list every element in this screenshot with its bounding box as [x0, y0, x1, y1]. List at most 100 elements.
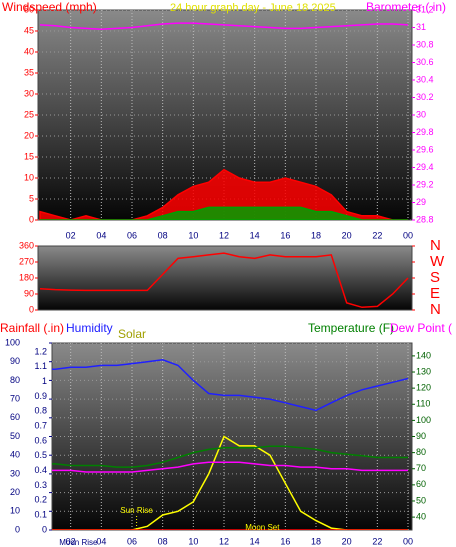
y3-tick-label: 1 [42, 376, 47, 386]
y2-tick-label: 60 [416, 479, 426, 489]
x-tick-label: 00 [403, 230, 413, 240]
x-tick-label: 12 [219, 230, 229, 240]
y-tick-label: 90 [10, 356, 20, 366]
y2-tick-label: 30.8 [416, 39, 434, 49]
x-tick-label: 22 [372, 230, 382, 240]
x-tick-label: 04 [96, 230, 106, 240]
x-tick-label: 00 [403, 536, 413, 546]
x-tick-label: 10 [188, 536, 198, 546]
y2-tick-label: 31.2 [416, 4, 434, 14]
x-tick-label: 12 [219, 536, 229, 546]
x-tick-label: 18 [311, 536, 321, 546]
x-tick-label: 20 [342, 230, 352, 240]
y2-tick-label: 130 [416, 366, 431, 376]
x-tick-label: 04 [96, 536, 106, 546]
y2-tick-label: N [430, 237, 441, 254]
y2-tick-label: 31 [416, 22, 426, 32]
x-tick-label: 06 [127, 536, 137, 546]
x-tick-label: 02 [66, 230, 76, 240]
x-tick-label: 18 [311, 230, 321, 240]
y3-tick-label: 1.2 [34, 346, 47, 356]
plot-layer [38, 10, 412, 220]
y3-tick-label: 1.1 [34, 361, 47, 371]
series-line [39, 252, 409, 309]
y2-tick-label: 29.4 [416, 162, 434, 172]
y-tick-label: 10 [10, 506, 20, 516]
y-tick-label: 60 [10, 412, 20, 422]
x-tick-label: 22 [372, 536, 382, 546]
y-tick-label: 50 [10, 431, 20, 441]
series-line [39, 168, 408, 220]
y2-tick-label: 100 [416, 415, 431, 425]
y2-tick-label: 30.2 [416, 92, 434, 102]
x-tick-label: 08 [158, 536, 168, 546]
y-axis-title: Windspeed (mph) [2, 0, 97, 14]
y2-tick-label: 120 [416, 383, 431, 393]
y2-tick-label: 29.2 [416, 179, 434, 189]
y-tick-label: 15 [24, 151, 34, 161]
series-line [52, 461, 408, 473]
y3-tick-label: 0.5 [34, 450, 47, 460]
y-tick-label: 90 [24, 288, 34, 298]
y2-axis-title: Temperature (F) [308, 321, 394, 335]
y3-tick-label: 0 [42, 524, 47, 534]
y3-tick-label: 0.2 [34, 495, 47, 505]
y-tick-label: 20 [24, 130, 34, 140]
y-tick-label: 80 [10, 375, 20, 385]
y-tick-label: 70 [10, 393, 20, 403]
y-tick-label: 30 [10, 468, 20, 478]
x-tick-label: 20 [342, 536, 352, 546]
y2-tick-label: 140 [416, 350, 431, 360]
y2-tick-label: W [430, 253, 445, 270]
y2-tick-label: E [430, 285, 440, 302]
y-tick-label: 20 [10, 487, 20, 497]
series-line [52, 435, 408, 530]
y3-tick-label: 0.3 [34, 480, 47, 490]
y-tick-label: 360 [19, 240, 34, 250]
y-tick-label: 10 [24, 172, 34, 182]
annotation: Moon Rise [59, 538, 98, 547]
x-tick-label: 16 [280, 230, 290, 240]
y2-tick-label: 28.8 [416, 214, 434, 224]
y2-tick-label: 29.6 [416, 144, 434, 154]
y3-tick-label: 0.8 [34, 406, 47, 416]
y-tick-label: 100 [5, 337, 20, 347]
y-tick-label: 0 [29, 304, 34, 314]
y-tick-label: 180 [19, 272, 34, 282]
y-axis-title: Humidity [66, 321, 113, 335]
x-tick-label: 16 [280, 536, 290, 546]
series-line [39, 22, 409, 30]
x-tick-label: 08 [158, 230, 168, 240]
y-tick-label: 40 [24, 46, 34, 56]
y2-tick-label: 70 [416, 463, 426, 473]
y2-tick-label: 30.4 [416, 74, 434, 84]
y2-tick-label: S [430, 269, 440, 286]
chart-title: 24 hour graph day - June 18 2025 [170, 2, 336, 14]
y-tick-label: 45 [24, 25, 34, 35]
y3-tick-label: 0.1 [34, 510, 47, 520]
y-tick-label: 35 [24, 67, 34, 77]
y-tick-label: 30 [24, 88, 34, 98]
annotation: Sun Rise [120, 506, 153, 515]
y-tick-label: 50 [24, 4, 34, 14]
y2-tick-label: 40 [416, 511, 426, 521]
y-tick-label: 270 [19, 256, 34, 266]
y3-axis-title: Rainfall (.in) [0, 321, 64, 335]
y2-tick-label: N [430, 301, 441, 318]
y2-tick-label: 29 [416, 197, 426, 207]
y2-tick-label: 80 [416, 447, 426, 457]
y-tick-label: 40 [10, 450, 20, 460]
plot-area [37, 245, 413, 311]
y2-tick-label: 30 [416, 109, 426, 119]
plot-layer [39, 252, 409, 309]
y-tick-label: 5 [29, 193, 34, 203]
y2-tick-label: 50 [416, 495, 426, 505]
series-line [52, 359, 409, 412]
y3-tick-label: 0.6 [34, 435, 47, 445]
plot-layer [52, 343, 412, 530]
y-tick-label: 0 [29, 214, 34, 224]
series-line [52, 445, 408, 468]
x-tick-label: 14 [250, 536, 260, 546]
x-tick-label: 10 [188, 230, 198, 240]
y-tick-label: 25 [24, 109, 34, 119]
